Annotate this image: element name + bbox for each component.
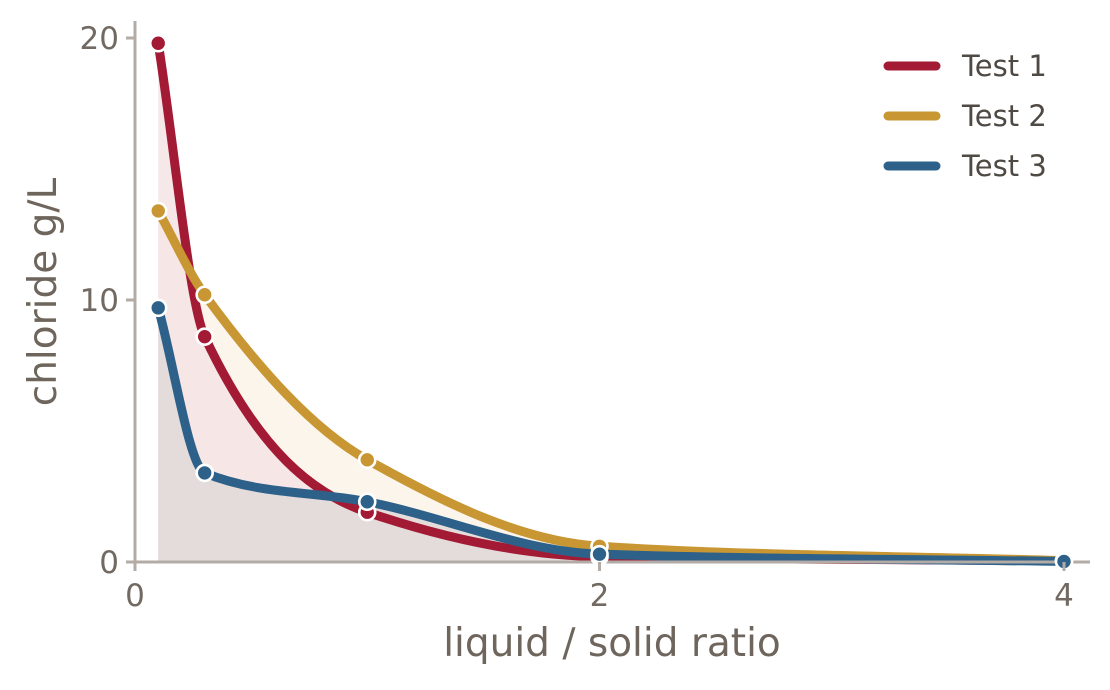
axes	[133, 21, 1090, 564]
x-tick-label: 4	[1054, 578, 1074, 614]
y-axis-title: chloride g/L	[21, 177, 66, 406]
point-test-1	[148, 33, 168, 53]
point-test-3	[357, 492, 377, 512]
ticks: 0 2 4 0 10 20	[80, 21, 1074, 614]
legend-label: Test 3	[961, 149, 1047, 183]
point-test-2	[148, 201, 168, 221]
area-test-3	[158, 307, 1065, 562]
legend: Test 1 Test 2 Test 3	[883, 49, 1047, 183]
series-fills	[158, 43, 1065, 563]
y-tick-label: 10	[80, 283, 119, 319]
x-axis-title: liquid / solid ratio	[443, 621, 781, 666]
legend-label: Test 2	[961, 99, 1047, 133]
y-tick-label: 20	[80, 21, 119, 57]
x-tick-label: 2	[590, 578, 610, 614]
y-tick-label: 0	[99, 545, 119, 581]
point-test-2	[357, 450, 377, 470]
point-test-3	[590, 544, 609, 564]
legend-label: Test 1	[961, 49, 1047, 83]
point-test-3	[195, 463, 214, 483]
point-test-1	[195, 327, 214, 346]
x-tick-label: 0	[125, 578, 145, 614]
point-test-2	[195, 285, 214, 305]
area-test-1	[158, 43, 1065, 563]
series-points	[148, 33, 1074, 571]
line-test-3	[153, 303, 1069, 566]
point-test-3	[148, 298, 168, 318]
